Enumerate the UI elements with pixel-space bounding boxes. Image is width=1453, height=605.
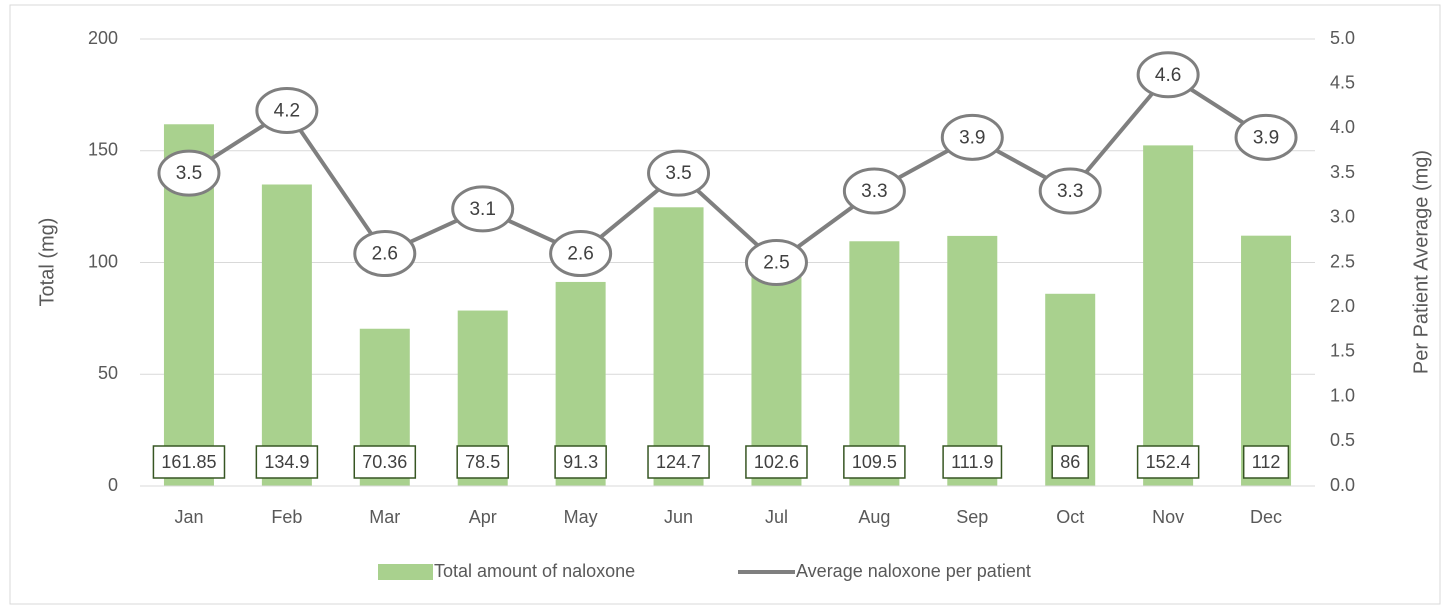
data-label-box xyxy=(647,445,710,479)
data-label: 3.3 xyxy=(1057,181,1083,202)
y-tick-label: 150 xyxy=(88,140,118,160)
data-label: 2.5 xyxy=(763,253,789,274)
data-label: 3.9 xyxy=(1253,127,1279,148)
x-tick-label: Jun xyxy=(664,507,693,527)
data-label-box xyxy=(255,445,319,479)
data-label: 134.9 xyxy=(264,452,309,472)
data-label: 4.6 xyxy=(1155,65,1181,86)
bar xyxy=(947,235,998,486)
x-tick-label: Aug xyxy=(858,507,890,527)
data-label-box xyxy=(1242,445,1290,479)
data-label-bubble xyxy=(255,87,319,135)
y2-tick-label: 3.5 xyxy=(1330,162,1355,182)
data-label-box xyxy=(1136,445,1200,479)
data-label-bubble xyxy=(1038,167,1102,215)
data-label: 112 xyxy=(1252,452,1281,472)
data-label-bubble xyxy=(842,167,906,215)
data-label: 3.5 xyxy=(176,163,202,184)
data-label: 3.9 xyxy=(959,127,985,148)
bar xyxy=(1143,145,1194,487)
data-label: 3.5 xyxy=(665,163,691,184)
x-tick-label: May xyxy=(564,507,598,527)
y2-tick-label: 3.0 xyxy=(1330,207,1355,227)
y2-tick-label: 1.0 xyxy=(1330,385,1355,405)
y-tick-label: 200 xyxy=(88,28,118,48)
data-label: 109.5 xyxy=(852,452,897,472)
y2-tick-label: 4.0 xyxy=(1330,117,1355,137)
data-label-box xyxy=(942,445,1003,479)
y-tick-label: 0 xyxy=(108,475,118,495)
data-label-box xyxy=(554,445,607,479)
data-label: 2.6 xyxy=(372,244,398,265)
y2-tick-label: 0.0 xyxy=(1330,475,1355,495)
y2-tick-label: 5.0 xyxy=(1330,28,1355,48)
bar xyxy=(849,241,900,486)
data-label: 3.3 xyxy=(861,181,887,202)
data-label: 3.1 xyxy=(469,199,495,220)
y2-tick-label: 2.5 xyxy=(1330,251,1355,271)
y2-tick-label: 0.5 xyxy=(1330,430,1355,450)
y2-tick-label: 1.5 xyxy=(1330,341,1355,361)
bar xyxy=(653,207,704,486)
data-label-box xyxy=(353,445,417,479)
y-tick-label: 100 xyxy=(88,251,118,271)
data-label-bubble xyxy=(744,239,808,286)
y-axis-title: Total (mg) xyxy=(36,218,58,307)
data-label: 91.3 xyxy=(563,452,598,472)
data-label-box xyxy=(745,445,808,479)
data-label-box xyxy=(456,445,509,479)
data-label-bubble xyxy=(549,230,613,278)
data-label-bubble xyxy=(451,185,515,233)
x-tick-label: Mar xyxy=(369,507,400,527)
data-label: 4.2 xyxy=(274,101,300,122)
data-label: 86 xyxy=(1060,452,1080,472)
data-label: 78.5 xyxy=(465,452,500,472)
data-label-bubble xyxy=(647,149,711,197)
data-label: 152.4 xyxy=(1146,452,1191,472)
legend-label: Average naloxone per patient xyxy=(796,561,1031,581)
chart-frame xyxy=(9,4,1441,605)
x-tick-label: Nov xyxy=(1152,507,1184,527)
x-tick-label: Apr xyxy=(469,507,497,527)
y2-tick-label: 2.0 xyxy=(1330,296,1355,316)
data-label: 70.36 xyxy=(362,452,407,472)
data-label-box xyxy=(843,445,906,479)
y2-axis-title: Per Patient Average (mg) xyxy=(1410,150,1432,374)
data-label: 124.7 xyxy=(656,452,701,472)
data-label-box xyxy=(1051,445,1089,479)
x-tick-label: Jan xyxy=(174,507,203,527)
data-label: 111.9 xyxy=(951,452,993,472)
x-tick-label: Dec xyxy=(1250,507,1282,527)
data-label-bubble xyxy=(1234,113,1298,161)
data-label: 161.85 xyxy=(161,452,216,472)
y-tick-label: 50 xyxy=(98,363,118,383)
y2-tick-label: 4.5 xyxy=(1330,72,1355,92)
data-label: 102.6 xyxy=(754,452,799,472)
legend-swatch xyxy=(378,564,433,580)
data-label-bubble xyxy=(940,113,1004,161)
bar xyxy=(1241,235,1292,486)
data-label-bubble xyxy=(353,230,417,278)
x-tick-label: Jul xyxy=(765,507,788,527)
x-tick-label: Oct xyxy=(1056,507,1084,527)
bar xyxy=(261,184,312,486)
x-tick-label: Feb xyxy=(271,507,302,527)
data-label-bubble xyxy=(1136,51,1200,99)
data-label-bubble xyxy=(157,149,221,197)
x-tick-label: Sep xyxy=(956,507,988,527)
data-label: 2.6 xyxy=(567,244,593,265)
data-label-box xyxy=(152,445,226,479)
legend-label: Total amount of naloxone xyxy=(434,561,635,581)
